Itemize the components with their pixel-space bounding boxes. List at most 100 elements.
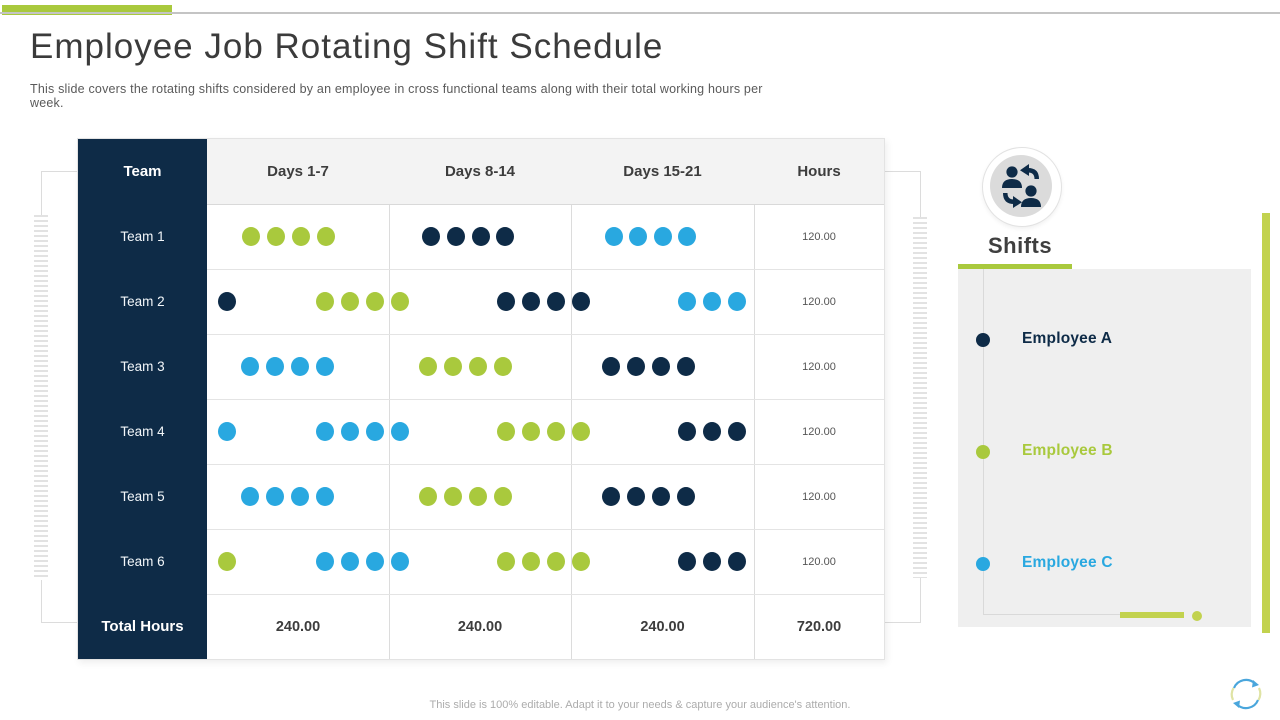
- shift-dot-employee-c: [678, 292, 696, 311]
- top-divider-line: [0, 12, 1280, 14]
- shift-dot-employee-b: [419, 357, 437, 376]
- schedule-table: Team Days 1-7 Days 8-14 Days 15-21 Hours Tea…: [77, 138, 885, 660]
- shift-dot-employee-b: [419, 487, 437, 506]
- shift-dot-employee-b: [547, 552, 565, 571]
- table-row: Team 3 120.00: [78, 334, 884, 400]
- legend-item-label: Employee A: [1022, 330, 1113, 347]
- shift-dot-employee-b: [522, 552, 540, 571]
- legend-title: Shifts: [988, 233, 1053, 258]
- shift-dot-employee-a: [447, 227, 465, 246]
- total-hours-value: 240.00: [457, 618, 503, 635]
- shift-dot-employee-a: [652, 487, 670, 506]
- team-label: Team 6: [78, 529, 207, 594]
- shift-dot-employee-a: [472, 227, 490, 246]
- column-header: Hours: [754, 139, 884, 204]
- table-row: Team 6 120.00: [78, 529, 884, 595]
- shift-dot-employee-c: [266, 487, 284, 506]
- left-coil-decoration: [34, 215, 48, 580]
- shift-dot-employee-c: [316, 487, 334, 506]
- shift-dot-employee-c: [703, 292, 721, 311]
- shift-dot-employee-b: [469, 357, 487, 376]
- shift-dot-employee-a: [422, 227, 440, 246]
- shift-dot-employee-a: [703, 552, 721, 571]
- shift-dot-employee-a: [627, 487, 645, 506]
- shift-dot-employee-b: [494, 487, 512, 506]
- right-coil-decoration: [913, 217, 927, 578]
- shift-dot-employee-a: [547, 292, 565, 311]
- top-accent-bar: [2, 5, 172, 15]
- people-rotation-icon: [990, 155, 1052, 217]
- shift-dot-employee-b: [572, 552, 590, 571]
- legend-axis-line: [983, 269, 984, 615]
- bottom-accent-dot: [1192, 611, 1202, 621]
- team-label: Team 2: [78, 269, 207, 334]
- shift-dot-employee-a: [218, 292, 236, 311]
- hours-value: 120.00: [802, 425, 836, 438]
- footer-note: This slide is 100% editable. Adapt it to…: [429, 699, 851, 711]
- shift-dot-employee-a: [522, 292, 540, 311]
- legend-dot: [976, 445, 990, 459]
- shift-dot-employee-a: [678, 552, 696, 571]
- page-title: Employee Job Rotating Shift Schedule: [30, 27, 664, 66]
- shift-dot-employee-a: [602, 357, 620, 376]
- subtitle: This slide covers the rotating shifts co…: [30, 82, 763, 110]
- shift-dot-employee-c: [316, 357, 334, 376]
- shift-dot-employee-c: [391, 422, 409, 441]
- shift-dot-employee-b: [218, 552, 236, 571]
- table-row: Team 4 120.00: [78, 399, 884, 465]
- total-hours-value: 720.00: [796, 618, 842, 635]
- hours-value: 120.00: [802, 230, 836, 243]
- shift-dot-employee-c: [266, 357, 284, 376]
- column-header: Team: [78, 139, 207, 204]
- hours-value: 120.00: [802, 555, 836, 568]
- hours-value: 120.00: [802, 295, 836, 308]
- shift-dot-employee-b: [444, 357, 462, 376]
- shift-dot-employee-b: [267, 227, 285, 246]
- shift-dot-employee-a: [728, 422, 746, 441]
- shift-dot-employee-b: [366, 292, 384, 311]
- legend-dot: [976, 557, 990, 571]
- shift-dot-employee-c: [391, 552, 409, 571]
- total-hours-label: Total Hours: [78, 594, 207, 659]
- shift-dot-employee-b: [547, 422, 565, 441]
- shift-dot-employee-c: [241, 357, 259, 376]
- shift-dot-employee-b: [497, 422, 515, 441]
- legend-dot: [976, 333, 990, 347]
- shift-dot-employee-b: [316, 292, 334, 311]
- circular-arrows-icon: [1226, 674, 1266, 714]
- hours-value: 120.00: [802, 360, 836, 373]
- table-row: Team 1 120.00: [78, 204, 884, 270]
- shift-dot-employee-b: [317, 227, 335, 246]
- shift-dot-employee-c: [678, 227, 696, 246]
- shift-dot-employee-a: [627, 357, 645, 376]
- column-header: Days 1-7: [207, 139, 389, 204]
- legend-title-underline: [958, 264, 1072, 269]
- shift-dot-employee-c: [291, 357, 309, 376]
- shift-dot-employee-a: [496, 227, 514, 246]
- shift-dot-employee-b: [469, 487, 487, 506]
- shift-dot-employee-c: [366, 552, 384, 571]
- shift-dot-employee-c: [241, 487, 259, 506]
- shift-dot-employee-b: [341, 292, 359, 311]
- shift-dot-employee-a: [677, 357, 695, 376]
- team-label: Team 3: [78, 334, 207, 399]
- shift-dot-employee-c: [316, 552, 334, 571]
- shift-dot-employee-b: [497, 552, 515, 571]
- team-label: Team 5: [78, 464, 207, 529]
- shift-dot-employee-c: [728, 292, 746, 311]
- shift-dot-employee-a: [652, 357, 670, 376]
- right-accent-bar: [1262, 213, 1270, 633]
- legend-item-label: Employee C: [1022, 554, 1113, 571]
- shift-dot-employee-c: [605, 227, 623, 246]
- team-label: Team 1: [78, 204, 207, 269]
- shift-dot-employee-a: [497, 292, 515, 311]
- shift-dot-employee-b: [444, 487, 462, 506]
- shift-dot-employee-c: [291, 487, 309, 506]
- shift-dot-employee-a: [602, 487, 620, 506]
- total-hours-value: 240.00: [275, 618, 321, 635]
- shift-dot-employee-b: [242, 227, 260, 246]
- bottom-accent-bar: [1120, 612, 1184, 618]
- shift-dot-employee-b: [494, 357, 512, 376]
- shift-dot-employee-c: [218, 422, 236, 441]
